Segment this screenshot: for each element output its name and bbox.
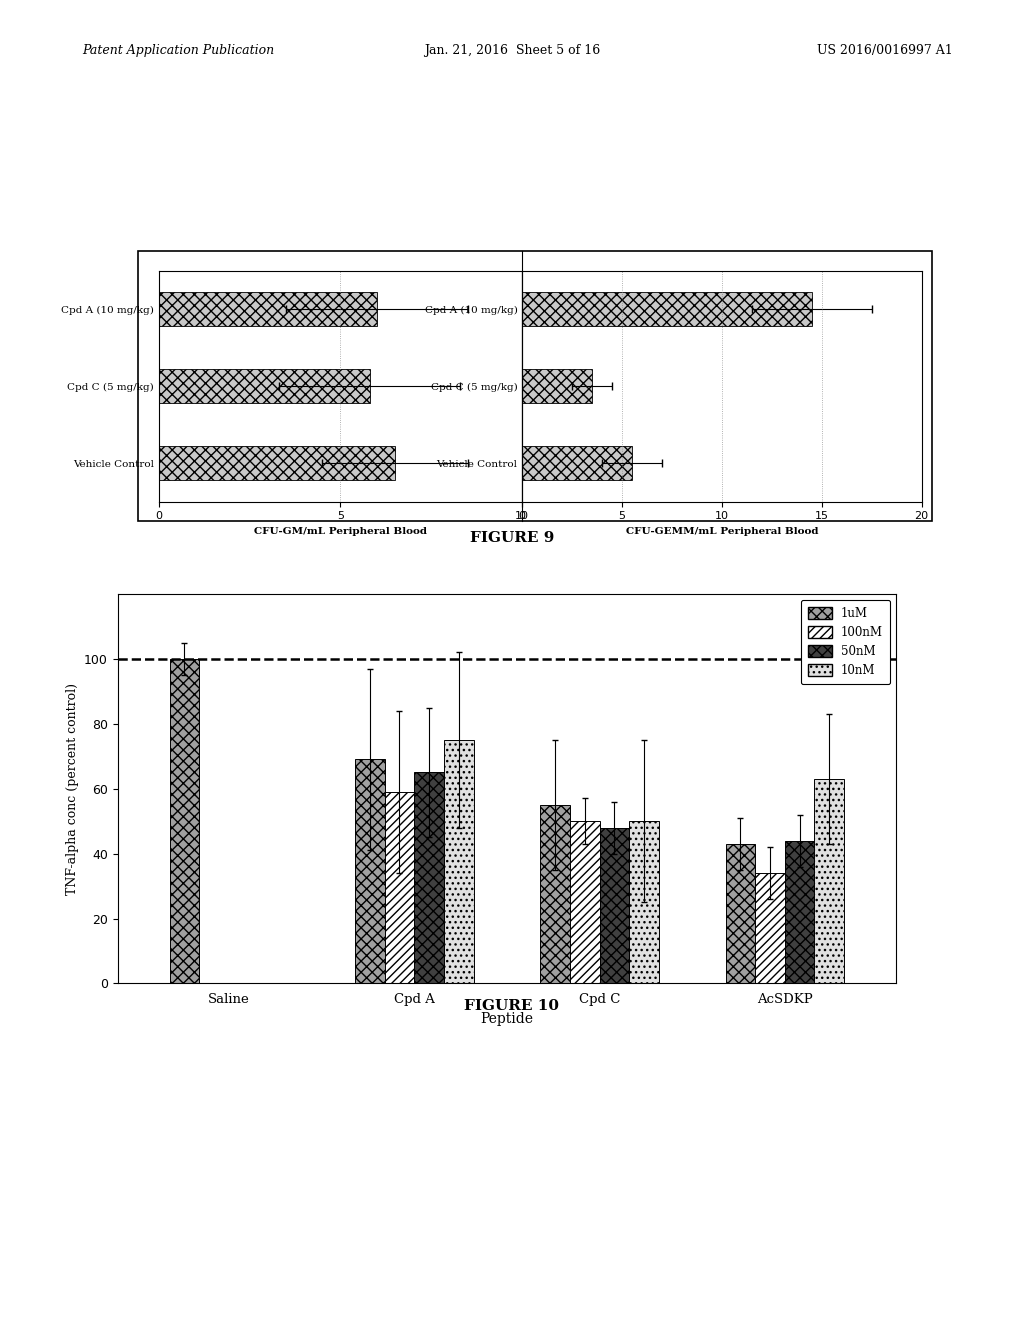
Bar (159, 292, 377, 326)
Bar (814, 779, 844, 983)
Text: FIGURE 9: FIGURE 9 (470, 531, 554, 545)
Bar (355, 759, 385, 983)
Bar (629, 821, 658, 983)
Bar (726, 843, 755, 983)
Text: Jan. 21, 2016  Sheet 5 of 16: Jan. 21, 2016 Sheet 5 of 16 (424, 44, 600, 57)
Bar (541, 805, 570, 983)
Y-axis label: TNF-alpha conc (percent control): TNF-alpha conc (percent control) (66, 682, 79, 895)
Bar (443, 741, 473, 983)
Bar (784, 841, 814, 983)
Bar (415, 772, 443, 983)
X-axis label: Peptide: Peptide (480, 1011, 534, 1026)
Bar (755, 873, 784, 983)
Bar (159, 368, 370, 404)
Bar (159, 446, 395, 480)
Bar (522, 368, 592, 404)
Bar (522, 292, 812, 326)
Bar (170, 659, 200, 983)
Bar (385, 792, 415, 983)
Bar (522, 446, 632, 480)
Legend: 1uM, 100nM, 50nM, 10nM: 1uM, 100nM, 50nM, 10nM (801, 599, 890, 684)
Text: FIGURE 10: FIGURE 10 (465, 999, 559, 1014)
X-axis label: CFU-GEMM/mL Peripheral Blood: CFU-GEMM/mL Peripheral Blood (626, 527, 818, 536)
Text: Patent Application Publication: Patent Application Publication (82, 44, 274, 57)
X-axis label: CFU-GM/mL Peripheral Blood: CFU-GM/mL Peripheral Blood (254, 527, 427, 536)
Bar (599, 828, 629, 983)
Bar (570, 821, 599, 983)
Text: US 2016/0016997 A1: US 2016/0016997 A1 (816, 44, 952, 57)
